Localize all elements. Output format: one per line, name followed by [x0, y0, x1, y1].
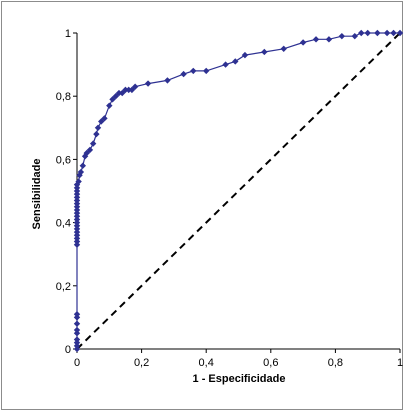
- x-axis-title: 1 - Especificidade: [193, 373, 286, 385]
- roc-point: [325, 36, 333, 43]
- roc-point: [180, 70, 187, 78]
- roc-point: [109, 96, 116, 103]
- x-tick-label: 0,2: [134, 357, 149, 369]
- roc-point: [374, 29, 381, 37]
- roc-point: [144, 80, 152, 87]
- roc-point: [128, 86, 136, 94]
- roc-point: [312, 36, 320, 43]
- x-tick-label: 0,4: [199, 357, 214, 369]
- roc-point: [131, 83, 139, 90]
- roc-point: [94, 124, 102, 131]
- roc-point: [86, 146, 94, 154]
- roc-point: [77, 168, 85, 176]
- roc-markers: [73, 29, 404, 353]
- roc-point: [89, 140, 97, 147]
- roc-point: [101, 115, 108, 122]
- roc-point: [232, 58, 239, 65]
- roc-point: [190, 67, 197, 75]
- roc-point: [73, 311, 81, 318]
- roc-point: [261, 48, 268, 56]
- y-tick-label: 0,4: [56, 218, 71, 230]
- reference-line: [76, 32, 401, 350]
- roc-point: [73, 326, 81, 334]
- roc-point: [364, 29, 371, 37]
- roc-point: [125, 86, 132, 94]
- roc-point: [115, 89, 123, 97]
- roc-point: [338, 32, 346, 40]
- y-tick-label: 1: [65, 28, 71, 40]
- x-tick-label: 1: [397, 357, 403, 369]
- roc-point: [122, 86, 129, 94]
- y-tick-label: 0: [65, 344, 71, 356]
- roc-point: [81, 153, 89, 160]
- y-tick-label: 0,6: [56, 154, 71, 166]
- x-tick-label: 0,8: [328, 357, 343, 369]
- reference-diagonal: [76, 32, 401, 350]
- roc-point: [280, 45, 287, 52]
- roc-point: [119, 89, 126, 97]
- roc-point: [390, 29, 397, 37]
- y-tick-label: 0,8: [56, 91, 71, 103]
- roc-point: [358, 29, 365, 37]
- roc-point: [203, 67, 210, 75]
- roc-point: [93, 130, 100, 138]
- x-tick-label: 0,6: [263, 357, 278, 369]
- roc-point: [79, 162, 87, 169]
- y-axis-title: Sensibilidade: [31, 159, 43, 230]
- roc-point: [73, 336, 81, 343]
- x-tick-label: 0: [74, 357, 80, 369]
- y-tick-label: 0,2: [56, 281, 71, 293]
- roc-point: [98, 118, 105, 125]
- roc-point: [164, 77, 171, 84]
- tick-labels: 0 0,2 0,4 0,6 0,8 1 0 0,2 0,4 0,6 0,8 1: [56, 28, 403, 369]
- roc-point: [73, 320, 81, 327]
- roc-point: [106, 102, 113, 109]
- roc-point: [75, 178, 82, 185]
- roc-point: [241, 51, 249, 59]
- roc-point: [222, 61, 229, 68]
- roc-point: [299, 39, 307, 46]
- roc-point: [351, 32, 358, 40]
- roc-point: [396, 29, 404, 37]
- roc-point: [383, 29, 391, 37]
